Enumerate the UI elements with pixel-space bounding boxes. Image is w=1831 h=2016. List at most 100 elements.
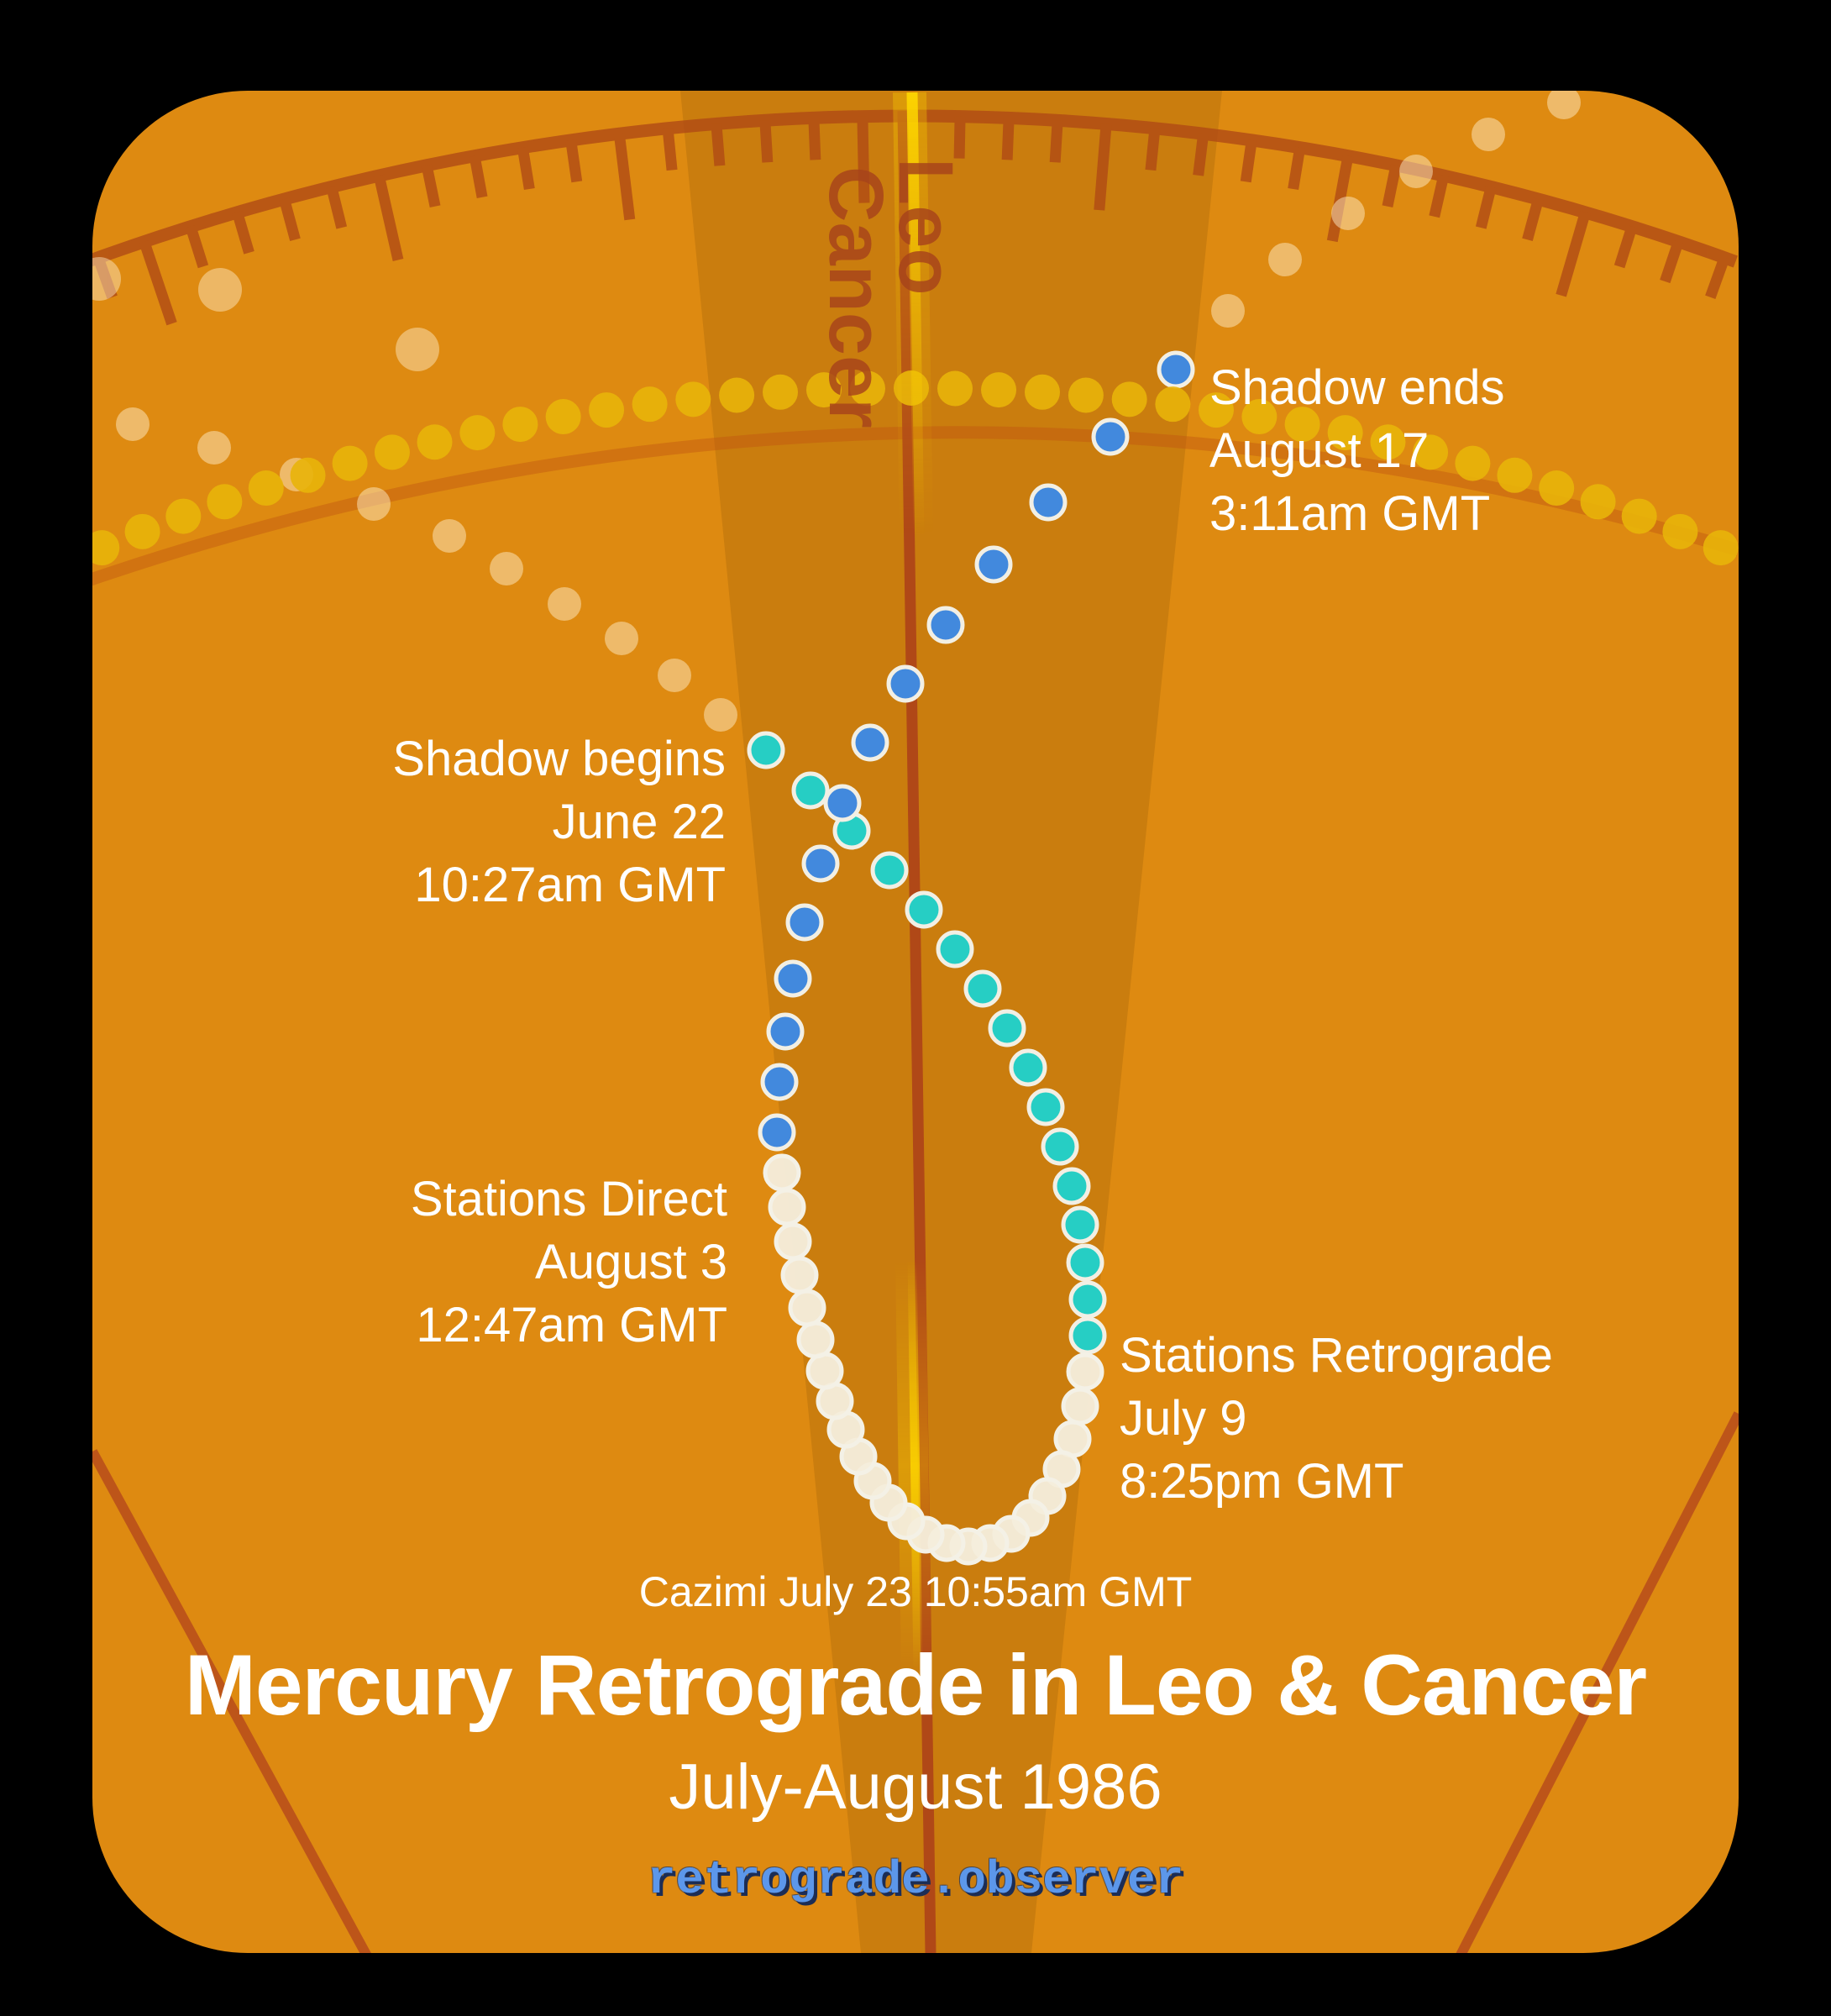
ruler-tick-short (953, 116, 966, 159)
mercury-path-corner-faded-blob (1693, 91, 1739, 141)
mercury-dot (774, 959, 812, 998)
mercury-dot (974, 545, 1013, 584)
ruler-tick-short (1240, 139, 1257, 183)
ruler-tick-long (857, 116, 870, 203)
sun-dot (207, 484, 243, 520)
mercury-dot (796, 1320, 835, 1359)
mercury-path-stray-faded-dots (92, 257, 439, 371)
mercury-dot (1399, 155, 1433, 188)
sun-dot (1497, 457, 1533, 493)
ruler-tick-short (1475, 185, 1497, 229)
boundary-glow-line (906, 92, 925, 538)
sun-dot (1539, 470, 1575, 507)
sun-dot (675, 381, 711, 417)
mercury-dot (198, 268, 242, 312)
sun-dot (92, 530, 120, 566)
ruler-tick-long (1556, 210, 1591, 297)
mercury-dot (1041, 1127, 1079, 1166)
mercury-path-retrograde-jul-9-aug-3 (763, 1153, 1104, 1566)
zodiac-degree-ruler (92, 109, 1738, 326)
mercury-dot (1547, 91, 1581, 119)
mercury-dot (1091, 417, 1130, 456)
poster-subtitle: July-August 1986 (669, 1751, 1162, 1823)
ruler-tick-short (1049, 119, 1063, 163)
poster-card: Leo Cancer Shadow ends August 17 3:11am … (92, 91, 1739, 1953)
sun-dot (332, 445, 368, 481)
mercury-dot (926, 606, 965, 644)
sun-dot (124, 513, 160, 549)
ruler-tick-short (517, 146, 535, 191)
mercury-dot (197, 431, 231, 465)
mercury-dot (1061, 1387, 1099, 1425)
sun-dot (1198, 392, 1234, 428)
annotation-line: 3:11am GMT (1209, 486, 1491, 541)
mercury-dot (870, 851, 909, 890)
sun-dot (459, 415, 496, 451)
retrograde-wedge-shading (680, 91, 1222, 1953)
ruler-tick-short (1705, 255, 1730, 299)
mercury-dot (766, 1012, 805, 1051)
mercury-dot (92, 257, 121, 301)
mercury-path-direct-in-shadow-aug-3-aug-17 (758, 350, 1195, 1152)
ruler-tick-short (279, 197, 301, 242)
ruler-tick-long (373, 174, 404, 261)
annotation-stations-direct: Stations Direct August 3 12:47am GMT (411, 1168, 727, 1357)
mercury-dot (704, 698, 737, 732)
ruler-tick-short (711, 123, 726, 166)
ruler-tick-long (139, 239, 177, 326)
sun-dot (374, 434, 410, 470)
mercury-dot (1268, 243, 1302, 276)
annotation-shadow-begins: Shadow begins June 22 10:27am GMT (392, 727, 726, 916)
mercury-dot (1066, 1243, 1104, 1282)
sun-dot (937, 370, 973, 407)
mercury-dot (780, 1256, 819, 1294)
mercury-dot (805, 1352, 844, 1390)
annotation-shadow-ends: Shadow ends August 17 3:11am GMT (1209, 356, 1504, 545)
mercury-dot (1068, 1280, 1107, 1319)
ruler-tick-short (1382, 164, 1402, 208)
sun-dot (632, 386, 668, 423)
mercury-dot (886, 664, 925, 703)
ruler-tick-short (326, 185, 348, 229)
annotation-line: July 9 (1120, 1391, 1247, 1446)
mercury-dot (905, 890, 943, 929)
ruler-tick-short (1145, 128, 1161, 171)
mercury-dot (1331, 197, 1365, 230)
ruler-tick-short (759, 119, 774, 163)
ruler-tick-long (1326, 155, 1354, 243)
cazimi-glow-line (907, 1259, 923, 1672)
sun-dot (1580, 484, 1616, 520)
sun-dot (417, 424, 453, 460)
sun-dot (502, 407, 538, 443)
ruler-tick-long (1094, 123, 1112, 211)
mercury-dot (1157, 350, 1195, 389)
mercury-dot (763, 1153, 801, 1192)
mercury-dot (490, 552, 523, 585)
mercury-path-direct-in-shadow-jun-22-jul-9 (747, 731, 1107, 1355)
ruler-tick-short (1613, 224, 1638, 269)
poster-title: Mercury Retrograde in Leo & Cancer (184, 1637, 1647, 1733)
mercury-dot (768, 1188, 806, 1226)
mercury-dot (1029, 483, 1068, 522)
ruler-tick-short (92, 255, 118, 299)
cazimi-note: Cazimi July 23 10:55am GMT (638, 1568, 1193, 1615)
sun-dot (545, 399, 581, 435)
ruler-tick-short (469, 155, 488, 198)
mercury-dot (433, 519, 466, 553)
mercury-dot (963, 969, 1002, 1008)
sun-dot (1241, 399, 1278, 435)
ruler-tick-short (1001, 118, 1015, 160)
mercury-dot (936, 930, 974, 969)
ruler-tick-short (1660, 239, 1684, 284)
ruler-tick-short (1429, 174, 1450, 218)
sun-dot (1111, 381, 1147, 417)
annotation-stations-retrograde: Stations Retrograde July 9 8:25pm GMT (1120, 1324, 1553, 1513)
mercury-dot (1052, 1167, 1091, 1205)
mercury-dot (747, 731, 785, 769)
mercury-path-post-shadow-departure-faded- (1211, 91, 1581, 328)
annotation-line: 8:25pm GMT (1120, 1454, 1404, 1509)
mercury-dot (801, 844, 840, 883)
mercury-dot (774, 1222, 812, 1261)
mercury-dot (760, 1063, 799, 1101)
